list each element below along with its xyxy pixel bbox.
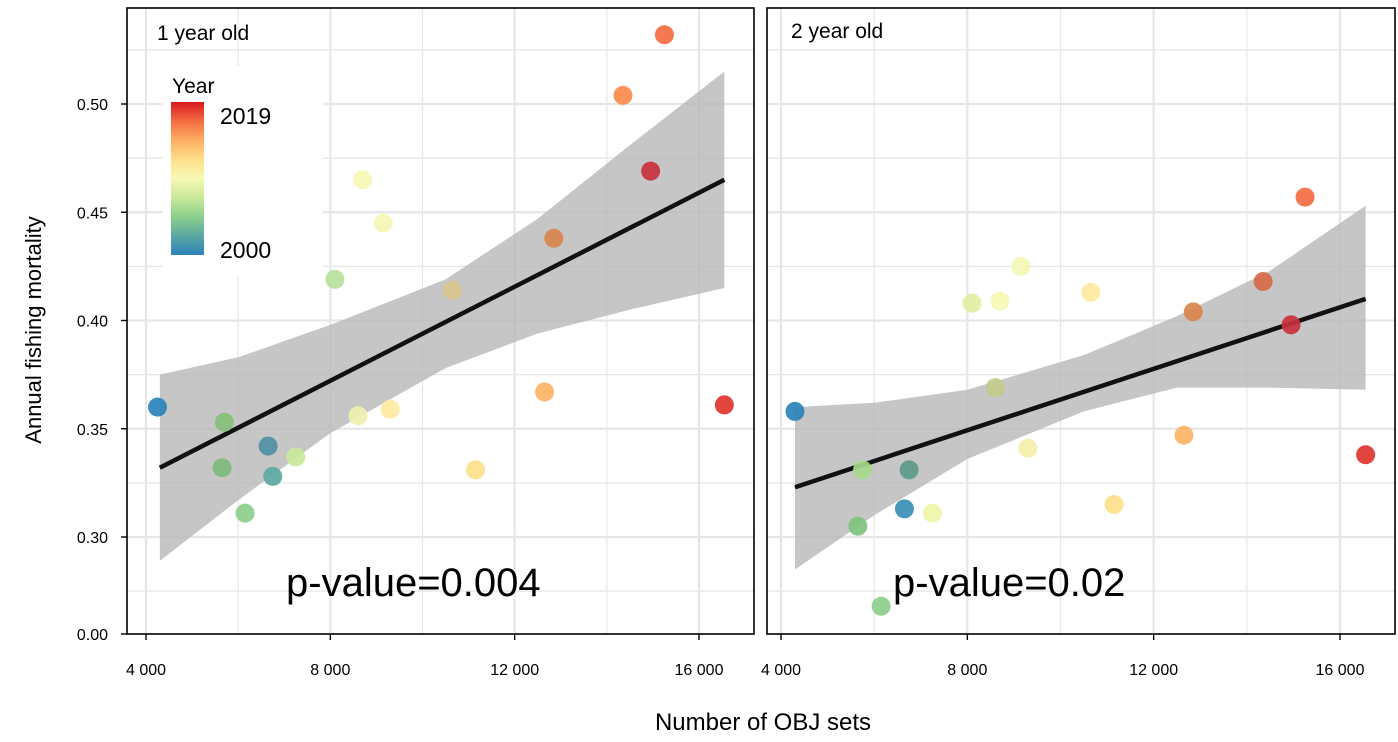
- data-point: [1281, 315, 1301, 335]
- panel-2-frame: [766, 7, 1396, 635]
- panel-1-p-value: p-value=0.004: [286, 561, 541, 605]
- data-point: [442, 280, 462, 300]
- x-tick-label: 16 000: [675, 662, 724, 679]
- data-point: [899, 460, 919, 480]
- data-point: [325, 269, 345, 289]
- panel-2-x-ticks: 4 000 8 000 12 000 16 000: [761, 634, 1365, 679]
- data-point: [373, 213, 393, 233]
- data-point: [258, 436, 278, 456]
- year-legend: Year 2019 2000: [163, 66, 323, 276]
- panel-2-p-value: p-value=0.02: [893, 561, 1125, 605]
- data-point: [353, 170, 373, 190]
- x-tick-label: 8 000: [947, 662, 987, 679]
- regression-line: [158, 177, 726, 470]
- data-point: [212, 458, 232, 478]
- legend-colorbar: [171, 102, 204, 255]
- data-point: [1104, 495, 1124, 515]
- data-point: [235, 503, 255, 523]
- panel-2-points: [785, 187, 1376, 616]
- data-point: [871, 596, 891, 616]
- panel-2-ci-band: [794, 205, 1366, 570]
- data-point: [214, 412, 234, 432]
- data-point: [535, 382, 555, 402]
- data-point: [1253, 272, 1273, 292]
- data-point: [1174, 425, 1194, 445]
- data-point: [1295, 187, 1315, 207]
- panel-2-fit-line: [794, 296, 1367, 490]
- data-point: [985, 378, 1005, 398]
- legend-title: Year: [172, 75, 214, 98]
- data-point: [348, 406, 368, 426]
- data-point: [894, 499, 914, 519]
- panel-1-title: 1 year old: [157, 22, 249, 45]
- y-tick-label: 0.30: [77, 530, 108, 547]
- data-point: [1081, 282, 1101, 302]
- legend-min-label: 2000: [220, 237, 271, 263]
- panel-1-y-ticks: 0.00 0.30 0.35 0.40 0.45 0.50: [77, 97, 127, 644]
- data-point: [922, 503, 942, 523]
- panel-1-ci-band: [159, 71, 725, 561]
- panel-1-fit-line: [158, 177, 726, 470]
- panel-2-year-old: 4 000 8 000 12 000 16 000 2 year old p-valu…: [761, 7, 1396, 679]
- x-tick-label: 12 000: [1129, 662, 1178, 679]
- data-point: [853, 460, 873, 480]
- data-point: [848, 516, 868, 536]
- data-point: [962, 293, 982, 313]
- data-point: [1356, 445, 1376, 465]
- data-point: [1018, 438, 1038, 458]
- x-tick-label: 8 000: [310, 662, 350, 679]
- data-point: [263, 466, 283, 486]
- x-tick-label: 4 000: [126, 662, 166, 679]
- data-point: [1011, 256, 1031, 276]
- data-point: [148, 397, 168, 417]
- panel-2-title: 2 year old: [791, 20, 883, 43]
- y-tick-label: 0.00: [77, 627, 108, 644]
- data-point: [286, 447, 306, 467]
- x-tick-label: 16 000: [1316, 662, 1365, 679]
- panel-1-points: [148, 25, 734, 523]
- data-point: [641, 161, 661, 181]
- data-point: [613, 85, 633, 105]
- data-point: [785, 401, 805, 421]
- legend-max-label: 2019: [220, 103, 271, 129]
- y-tick-label: 0.35: [77, 422, 108, 439]
- y-tick-label: 0.40: [77, 314, 108, 331]
- data-point: [1183, 302, 1203, 322]
- ci-band-area: [159, 71, 725, 561]
- data-point: [465, 460, 485, 480]
- regression-line: [794, 296, 1367, 490]
- x-tick-label: 4 000: [761, 662, 801, 679]
- ci-band-area: [794, 205, 1366, 570]
- data-point: [544, 228, 564, 248]
- y-tick-label: 0.45: [77, 205, 108, 222]
- data-point: [990, 291, 1010, 311]
- panel-1-x-ticks: 4 000 8 000 12 000 16 000: [126, 634, 724, 679]
- y-axis-label: Annual fishing mortality: [21, 216, 46, 443]
- panel-1-year-old: 4 000 8 000 12 000 16 000 0.000.300.350.400…: [77, 7, 755, 679]
- data-point: [714, 395, 734, 415]
- x-tick-label: 12 000: [490, 662, 539, 679]
- data-point: [380, 399, 400, 419]
- x-axis-label: Number of OBJ sets: [655, 709, 871, 736]
- y-tick-label: 0.50: [77, 97, 108, 114]
- data-point: [654, 25, 674, 45]
